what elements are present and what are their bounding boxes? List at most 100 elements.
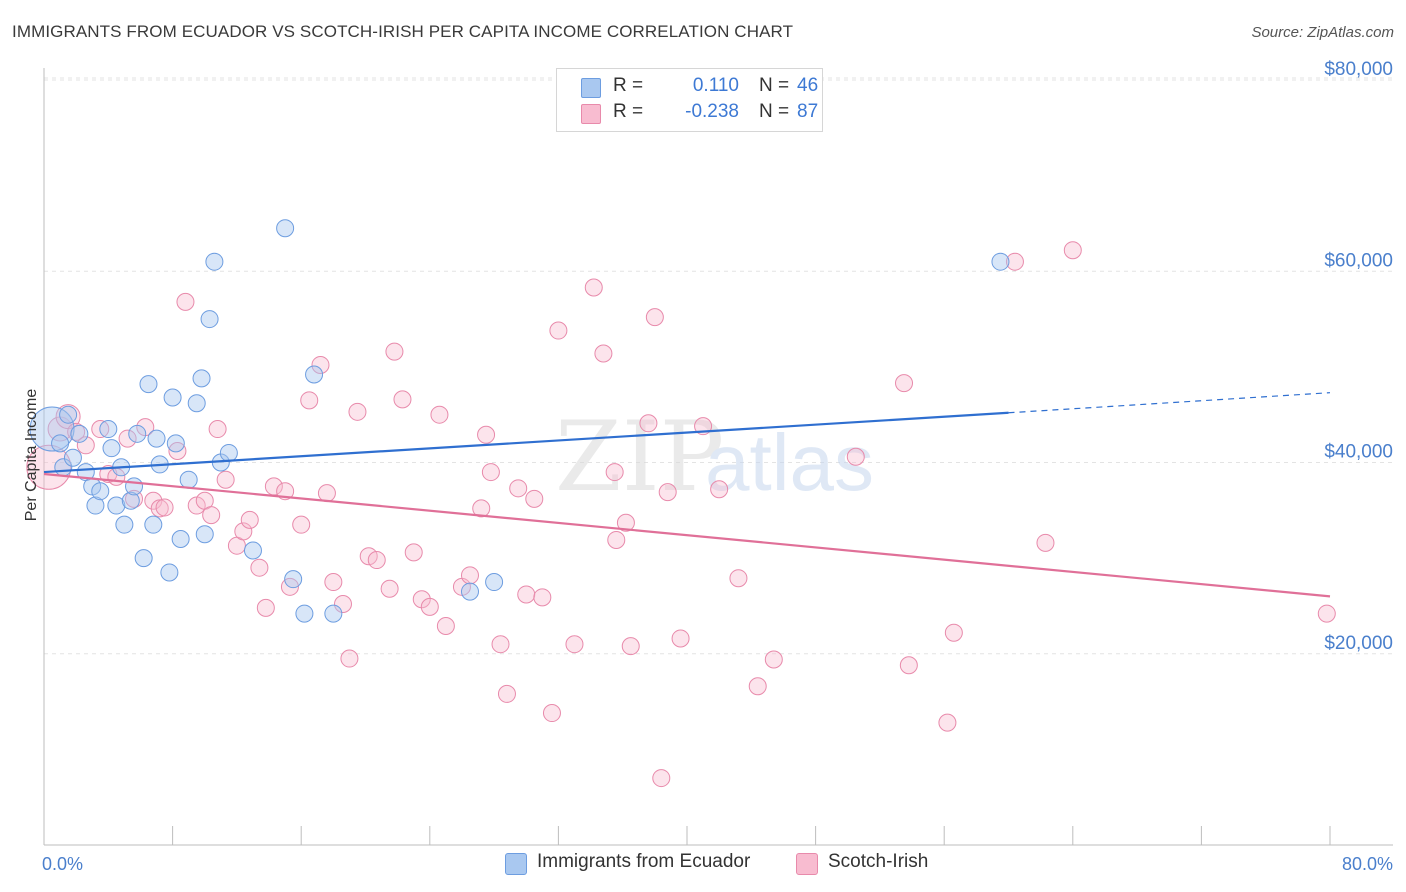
scotch-irish-point bbox=[481, 463, 500, 482]
ecuador-point bbox=[324, 604, 343, 623]
ecuador-point bbox=[160, 563, 179, 582]
ecuador-point bbox=[205, 252, 224, 271]
bottom-legend-swatch-ecuador bbox=[505, 853, 527, 875]
ecuador-point bbox=[102, 439, 121, 458]
scotch-irish-point bbox=[525, 489, 544, 508]
ecuador-point bbox=[179, 470, 198, 489]
scotch-irish-point bbox=[216, 470, 235, 489]
scotch-irish-point bbox=[311, 355, 330, 374]
scotch-irish-point bbox=[300, 391, 319, 410]
watermark-zip: ZIP bbox=[555, 401, 724, 513]
ecuador-point bbox=[134, 549, 153, 568]
watermark-atlas: atlas bbox=[705, 418, 874, 507]
scotch-irish-point bbox=[168, 442, 187, 461]
scotch-irish-point bbox=[605, 463, 624, 482]
ecuador-point bbox=[147, 429, 166, 448]
ecuador-point bbox=[171, 530, 190, 548]
y-tick-label: $40,000 bbox=[1324, 442, 1393, 463]
legend-n-value: 87 bbox=[797, 101, 819, 122]
scotch-irish-trend-line bbox=[43, 472, 1331, 598]
ecuador-point bbox=[305, 365, 324, 384]
ecuador-point bbox=[485, 573, 504, 592]
ecuador-point bbox=[163, 388, 182, 407]
tick-labels: $20,000 $40,000 $60,000 $80,000 0.0% 80.0% bbox=[42, 59, 1393, 874]
scotch-irish-point bbox=[542, 704, 561, 723]
scotch-irish-point bbox=[594, 344, 613, 363]
y-axis-title: Per Capita Income bbox=[23, 389, 40, 522]
legend-r-label: R = bbox=[613, 101, 644, 122]
x-tick-label: 0.0% bbox=[42, 854, 83, 874]
y-tick-label: $60,000 bbox=[1324, 250, 1393, 271]
ecuador-point bbox=[200, 310, 219, 329]
ecuador-point bbox=[121, 491, 140, 510]
scotch-irish-point bbox=[460, 566, 479, 585]
ecuador-point bbox=[276, 219, 295, 238]
legend-n-label: N = bbox=[759, 75, 790, 96]
ecuador-point bbox=[192, 369, 211, 388]
ecuador-point bbox=[91, 482, 110, 501]
ecuador-point bbox=[29, 406, 75, 452]
legend-r-label: R = bbox=[613, 75, 644, 96]
scotch-irish-point bbox=[491, 635, 510, 654]
ecuador-point bbox=[107, 496, 126, 515]
scotch-irish-point bbox=[899, 656, 918, 675]
scotch-irish-point bbox=[1036, 533, 1055, 552]
watermark: ZIP atlas bbox=[555, 401, 874, 513]
scotch-irish-point bbox=[1317, 604, 1336, 623]
ecuador-point bbox=[144, 515, 163, 534]
legend-swatch-scotch-irish bbox=[581, 104, 601, 124]
scotch-irish-point bbox=[616, 513, 635, 532]
scotch-irish-point bbox=[317, 484, 336, 503]
scotch-irish-point bbox=[324, 573, 343, 592]
bottom-legend-swatch-scotch-irish bbox=[796, 853, 818, 875]
ecuador-point bbox=[128, 424, 147, 443]
scotch-irish-point bbox=[118, 429, 137, 448]
scotch-irish-point bbox=[404, 543, 423, 562]
ecuador-point bbox=[991, 252, 1010, 271]
scotch-irish-point bbox=[497, 684, 516, 703]
scotch-irish-point bbox=[764, 650, 783, 669]
scotch-irish-point bbox=[710, 480, 729, 499]
ecuador-point bbox=[284, 570, 303, 589]
scotch-irish-point bbox=[333, 595, 352, 614]
correlation-legend: R = 0.110 N = 46 R = -0.238 N = 87 bbox=[556, 68, 823, 132]
legend-r-value: -0.238 bbox=[685, 101, 739, 122]
scotch-irish-point bbox=[1005, 252, 1024, 271]
scotch-irish-point bbox=[1063, 241, 1082, 260]
ecuador-point bbox=[460, 582, 479, 601]
bottom-legend-label: Immigrants from Ecuador bbox=[537, 851, 751, 872]
scotch-irish-point bbox=[658, 483, 677, 502]
scotch-irish-point bbox=[938, 713, 957, 732]
legend-r-value: 0.110 bbox=[692, 75, 739, 96]
scotch-irish-point bbox=[895, 374, 914, 393]
ecuador-point bbox=[115, 515, 134, 534]
scotch-irish-point bbox=[517, 585, 536, 604]
scotch-irish-point bbox=[565, 635, 584, 654]
y-tick-label: $20,000 bbox=[1324, 633, 1393, 654]
scotch-irish-point bbox=[533, 588, 552, 607]
source-label: Source: ZipAtlas.com bbox=[1251, 24, 1394, 41]
scotch-irish-point bbox=[729, 569, 748, 588]
scotch-irish-point bbox=[256, 598, 275, 617]
scotch-irish-point bbox=[234, 522, 253, 541]
ecuador-trend-extension bbox=[1008, 392, 1331, 414]
scotch-irish-point bbox=[26, 444, 72, 490]
scotch-irish-point bbox=[671, 629, 690, 648]
scotch-irish-point bbox=[846, 447, 865, 466]
trend-lines bbox=[43, 392, 1331, 598]
scotch-irish-point bbox=[430, 405, 449, 424]
axes bbox=[43, 68, 1393, 846]
x-tick-label: 80.0% bbox=[1342, 854, 1393, 874]
legend-n-value: 46 bbox=[797, 75, 819, 96]
scotch-irish-point bbox=[76, 436, 95, 455]
scotch-irish-point bbox=[436, 617, 455, 636]
scotch-irish-point bbox=[645, 308, 664, 327]
scotch-irish-point bbox=[125, 489, 144, 508]
ecuador-point bbox=[219, 443, 238, 462]
chart-title: IMMIGRANTS FROM ECUADOR VS SCOTCH-IRISH … bbox=[12, 22, 794, 41]
scotch-irish-point bbox=[509, 479, 528, 498]
scotch-irish-point bbox=[367, 551, 386, 570]
ecuador-point bbox=[86, 496, 105, 515]
ecuador-point bbox=[125, 477, 144, 496]
